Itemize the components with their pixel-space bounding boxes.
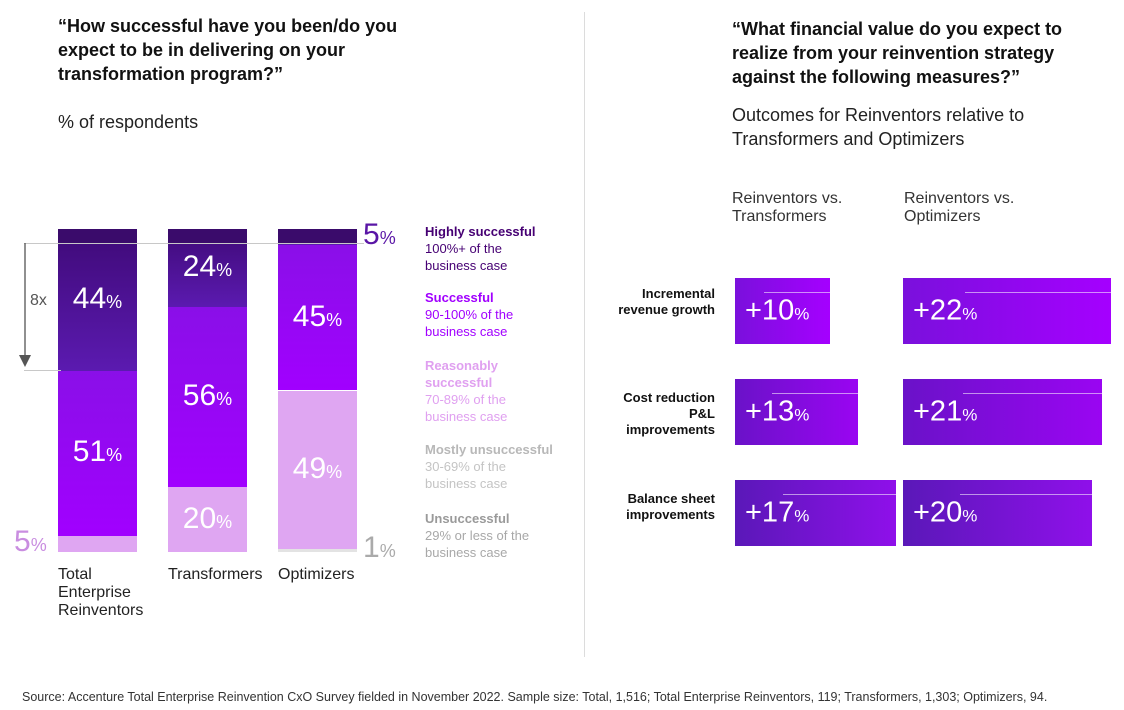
value-box: +13% <box>735 379 858 445</box>
divider <box>584 12 585 657</box>
column-header: Reinventors vs. Optimizers <box>904 190 1015 225</box>
value-text: +22% <box>913 294 978 327</box>
box-highlight <box>783 494 896 495</box>
bar-value-label: 49% <box>292 451 343 485</box>
bar-segment <box>168 487 247 552</box>
value-text: +20% <box>913 496 978 529</box>
source-note: Source: Accenture Total Enterprise Reinv… <box>22 690 1048 704</box>
bar-segment <box>278 245 357 391</box>
legend-title: Successful <box>425 290 494 305</box>
guide-line-bottom <box>24 370 61 371</box>
value-text: +21% <box>913 395 978 428</box>
bar-top-strip <box>278 229 357 243</box>
value-text: +17% <box>745 496 810 529</box>
bar-value-label: 5% <box>363 218 396 252</box>
legend-title: Highly successful <box>425 224 536 239</box>
left-question: “How successful have you been/do you exp… <box>58 16 398 84</box>
bar-segment <box>278 390 357 549</box>
bar-value-label: 45% <box>292 299 343 333</box>
row-label: Balance sheet improvements <box>626 491 715 522</box>
bar-segment <box>278 548 357 552</box>
category-label: Total Enterprise Reinventors <box>58 566 144 619</box>
value-box: +17% <box>735 480 896 546</box>
bar-value-label: 56% <box>182 378 233 412</box>
left-subtitle: % of respondents <box>58 112 199 132</box>
bar-value-label: 44% <box>72 282 123 316</box>
box-highlight <box>959 494 1092 495</box>
bar-segment <box>278 229 357 246</box>
box-highlight <box>962 393 1102 394</box>
row-label: Incremental revenue growth <box>618 286 715 317</box>
value-text: +10% <box>745 294 810 327</box>
bar-top-strip <box>168 229 247 243</box>
value-box: +21% <box>903 379 1102 445</box>
bar-value-label: 20% <box>182 501 233 535</box>
bar-segment <box>168 229 247 307</box>
bar-value-label: 5% <box>14 524 47 558</box>
bar-value-label: 24% <box>182 249 233 283</box>
legend-title: Mostly unsuccessful <box>425 442 553 457</box>
bar-top-strip <box>58 229 137 243</box>
value-box: +20% <box>903 480 1092 546</box>
multiplier-label: 8x <box>30 292 47 309</box>
box-highlight <box>763 292 830 293</box>
legend-description: 70-89% of the business case <box>425 392 508 424</box>
legend-item: Unsuccessful 29% or less of the business … <box>425 510 575 561</box>
column-header: Reinventors vs. Transformers <box>732 190 843 225</box>
legend-description: 30-69% of the business case <box>425 459 508 491</box>
value-box: +10% <box>735 278 830 344</box>
legend-description: 29% or less of the business case <box>425 528 530 560</box>
category-label: Transformers <box>168 566 263 583</box>
bar-value-label: 51% <box>72 435 123 469</box>
box-highlight <box>965 292 1111 293</box>
row-label: Cost reduction P&L improvements <box>623 390 715 437</box>
bar-segment <box>168 306 247 488</box>
guide-line-top <box>24 243 364 244</box>
legend-description: 100%+ of the business case <box>425 241 508 273</box>
legend-item: Mostly unsuccessful 30-69% of the busines… <box>425 441 575 492</box>
bar-segment <box>58 229 137 372</box>
legend-item: Successful 90-100% of the business case <box>425 289 575 340</box>
down-arrow-icon <box>19 243 31 367</box>
right-question: “What financial value do you expect to r… <box>732 19 1063 87</box>
value-box: +22% <box>903 278 1111 344</box>
legend-title: Unsuccessful <box>425 511 510 526</box>
bar-segment <box>58 535 137 552</box>
category-label: Optimizers <box>278 566 355 583</box>
legend-item: Reasonably successful 70-89% of the busin… <box>425 357 515 425</box>
value-text: +13% <box>745 395 810 428</box>
bar-value-label: 1% <box>363 531 396 565</box>
legend-item: Highly successful 100%+ of the business c… <box>425 223 575 274</box>
bar-segment <box>58 371 137 536</box>
right-subtitle: Outcomes for Reinventors relative to Tra… <box>732 105 1025 149</box>
legend-description: 90-100% of the business case <box>425 307 514 339</box>
box-highlight <box>771 393 858 394</box>
legend-title: Reasonably successful <box>425 358 498 390</box>
